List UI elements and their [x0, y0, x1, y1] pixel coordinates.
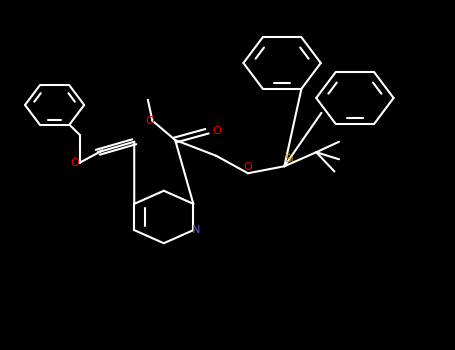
Text: N: N: [192, 225, 200, 235]
Text: Si: Si: [284, 154, 294, 164]
Text: O: O: [212, 126, 222, 136]
Text: O: O: [71, 158, 80, 168]
Text: O: O: [146, 116, 155, 126]
Text: O: O: [243, 162, 253, 172]
